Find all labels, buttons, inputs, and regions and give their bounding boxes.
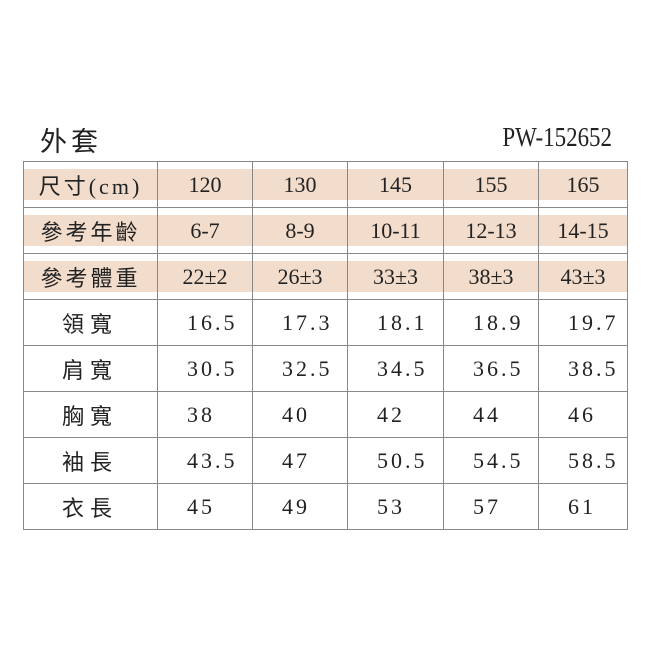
header-cell: 130	[252, 161, 348, 208]
header-value: 43±3	[539, 261, 627, 292]
header-cell: 6-7	[157, 207, 253, 254]
measurement-value: 42	[347, 391, 444, 438]
measurement-row: 胸寬 38 40 42 44 46	[23, 391, 628, 438]
header-cell: 14-15	[538, 207, 628, 254]
header-value: 38±3	[444, 261, 538, 292]
measurement-row: 領寬 16.5 17.3 18.1 18.9 19.7	[23, 299, 628, 346]
measurement-value: 38.5	[538, 345, 628, 392]
header-row: 尺寸(cm) 120 130 145 155 165	[23, 161, 628, 208]
measurement-value: 58.5	[538, 437, 628, 484]
measurement-value: 46	[538, 391, 628, 438]
header-value: 10-11	[348, 215, 443, 246]
header-value: 155	[444, 169, 538, 200]
header-value: 8-9	[253, 215, 347, 246]
measurement-value: 30.5	[157, 345, 253, 392]
header-cell: 145	[347, 161, 444, 208]
header-value: 145	[348, 169, 443, 200]
measurement-value: 43.5	[157, 437, 253, 484]
header-value: 33±3	[348, 261, 443, 292]
header-cell: 120	[157, 161, 253, 208]
row-label: 參考體重	[24, 261, 157, 292]
header-cell: 10-11	[347, 207, 444, 254]
header-cell: 12-13	[443, 207, 539, 254]
header-value: 130	[253, 169, 347, 200]
header-cell: 155	[443, 161, 539, 208]
measurement-value: 50.5	[347, 437, 444, 484]
header-cell: 43±3	[538, 253, 628, 300]
header-value: 120	[158, 169, 252, 200]
measurement-value: 57	[443, 483, 539, 530]
product-code: PW-152652	[502, 122, 612, 152]
header-cell: 165	[538, 161, 628, 208]
measurement-row: 衣長 45 49 53 57 61	[23, 483, 628, 530]
page-title: 外套	[40, 127, 102, 157]
measurement-value: 16.5	[157, 299, 253, 346]
header-value: 26±3	[253, 261, 347, 292]
measurement-row: 肩寬 30.5 32.5 34.5 36.5 38.5	[23, 345, 628, 392]
row-label: 領寬	[23, 299, 158, 346]
measurement-value: 47	[252, 437, 348, 484]
row-label: 參考年齡	[24, 215, 157, 246]
header-cell: 38±3	[443, 253, 539, 300]
header-value: 14-15	[539, 215, 627, 246]
measurement-value: 19.7	[538, 299, 628, 346]
measurement-value: 40	[252, 391, 348, 438]
row-label: 胸寬	[23, 391, 158, 438]
row-label: 袖長	[23, 437, 158, 484]
measurement-value: 18.9	[443, 299, 539, 346]
row-label-cell: 尺寸(cm)	[23, 161, 158, 208]
header-row: 參考年齡 6-7 8-9 10-11 12-13 14-15	[23, 207, 628, 254]
size-chart-table: 尺寸(cm) 120 130 145 155 165 參考年齡 6-7 8-9 10-11 12-1…	[23, 161, 628, 530]
measurement-value: 53	[347, 483, 444, 530]
row-label-cell: 參考體重	[23, 253, 158, 300]
header-cell: 8-9	[252, 207, 348, 254]
measurement-value: 54.5	[443, 437, 539, 484]
measurement-value: 61	[538, 483, 628, 530]
row-label: 衣長	[23, 483, 158, 530]
row-label-cell: 參考年齡	[23, 207, 158, 254]
measurement-value: 34.5	[347, 345, 444, 392]
header-value: 22±2	[158, 261, 252, 292]
header-value: 165	[539, 169, 627, 200]
measurement-value: 36.5	[443, 345, 539, 392]
header-row: 參考體重 22±2 26±3 33±3 38±3 43±3	[23, 253, 628, 300]
header-cell: 22±2	[157, 253, 253, 300]
header-cell: 26±3	[252, 253, 348, 300]
measurement-value: 38	[157, 391, 253, 438]
header-value: 6-7	[158, 215, 252, 246]
header-value: 12-13	[444, 215, 538, 246]
measurement-value: 17.3	[252, 299, 348, 346]
measurement-value: 44	[443, 391, 539, 438]
row-label: 尺寸(cm)	[24, 169, 157, 200]
measurement-value: 18.1	[347, 299, 444, 346]
measurement-value: 45	[157, 483, 253, 530]
header-cell: 33±3	[347, 253, 444, 300]
measurement-value: 49	[252, 483, 348, 530]
measurement-value: 32.5	[252, 345, 348, 392]
row-label: 肩寬	[23, 345, 158, 392]
measurement-row: 袖長 43.5 47 50.5 54.5 58.5	[23, 437, 628, 484]
